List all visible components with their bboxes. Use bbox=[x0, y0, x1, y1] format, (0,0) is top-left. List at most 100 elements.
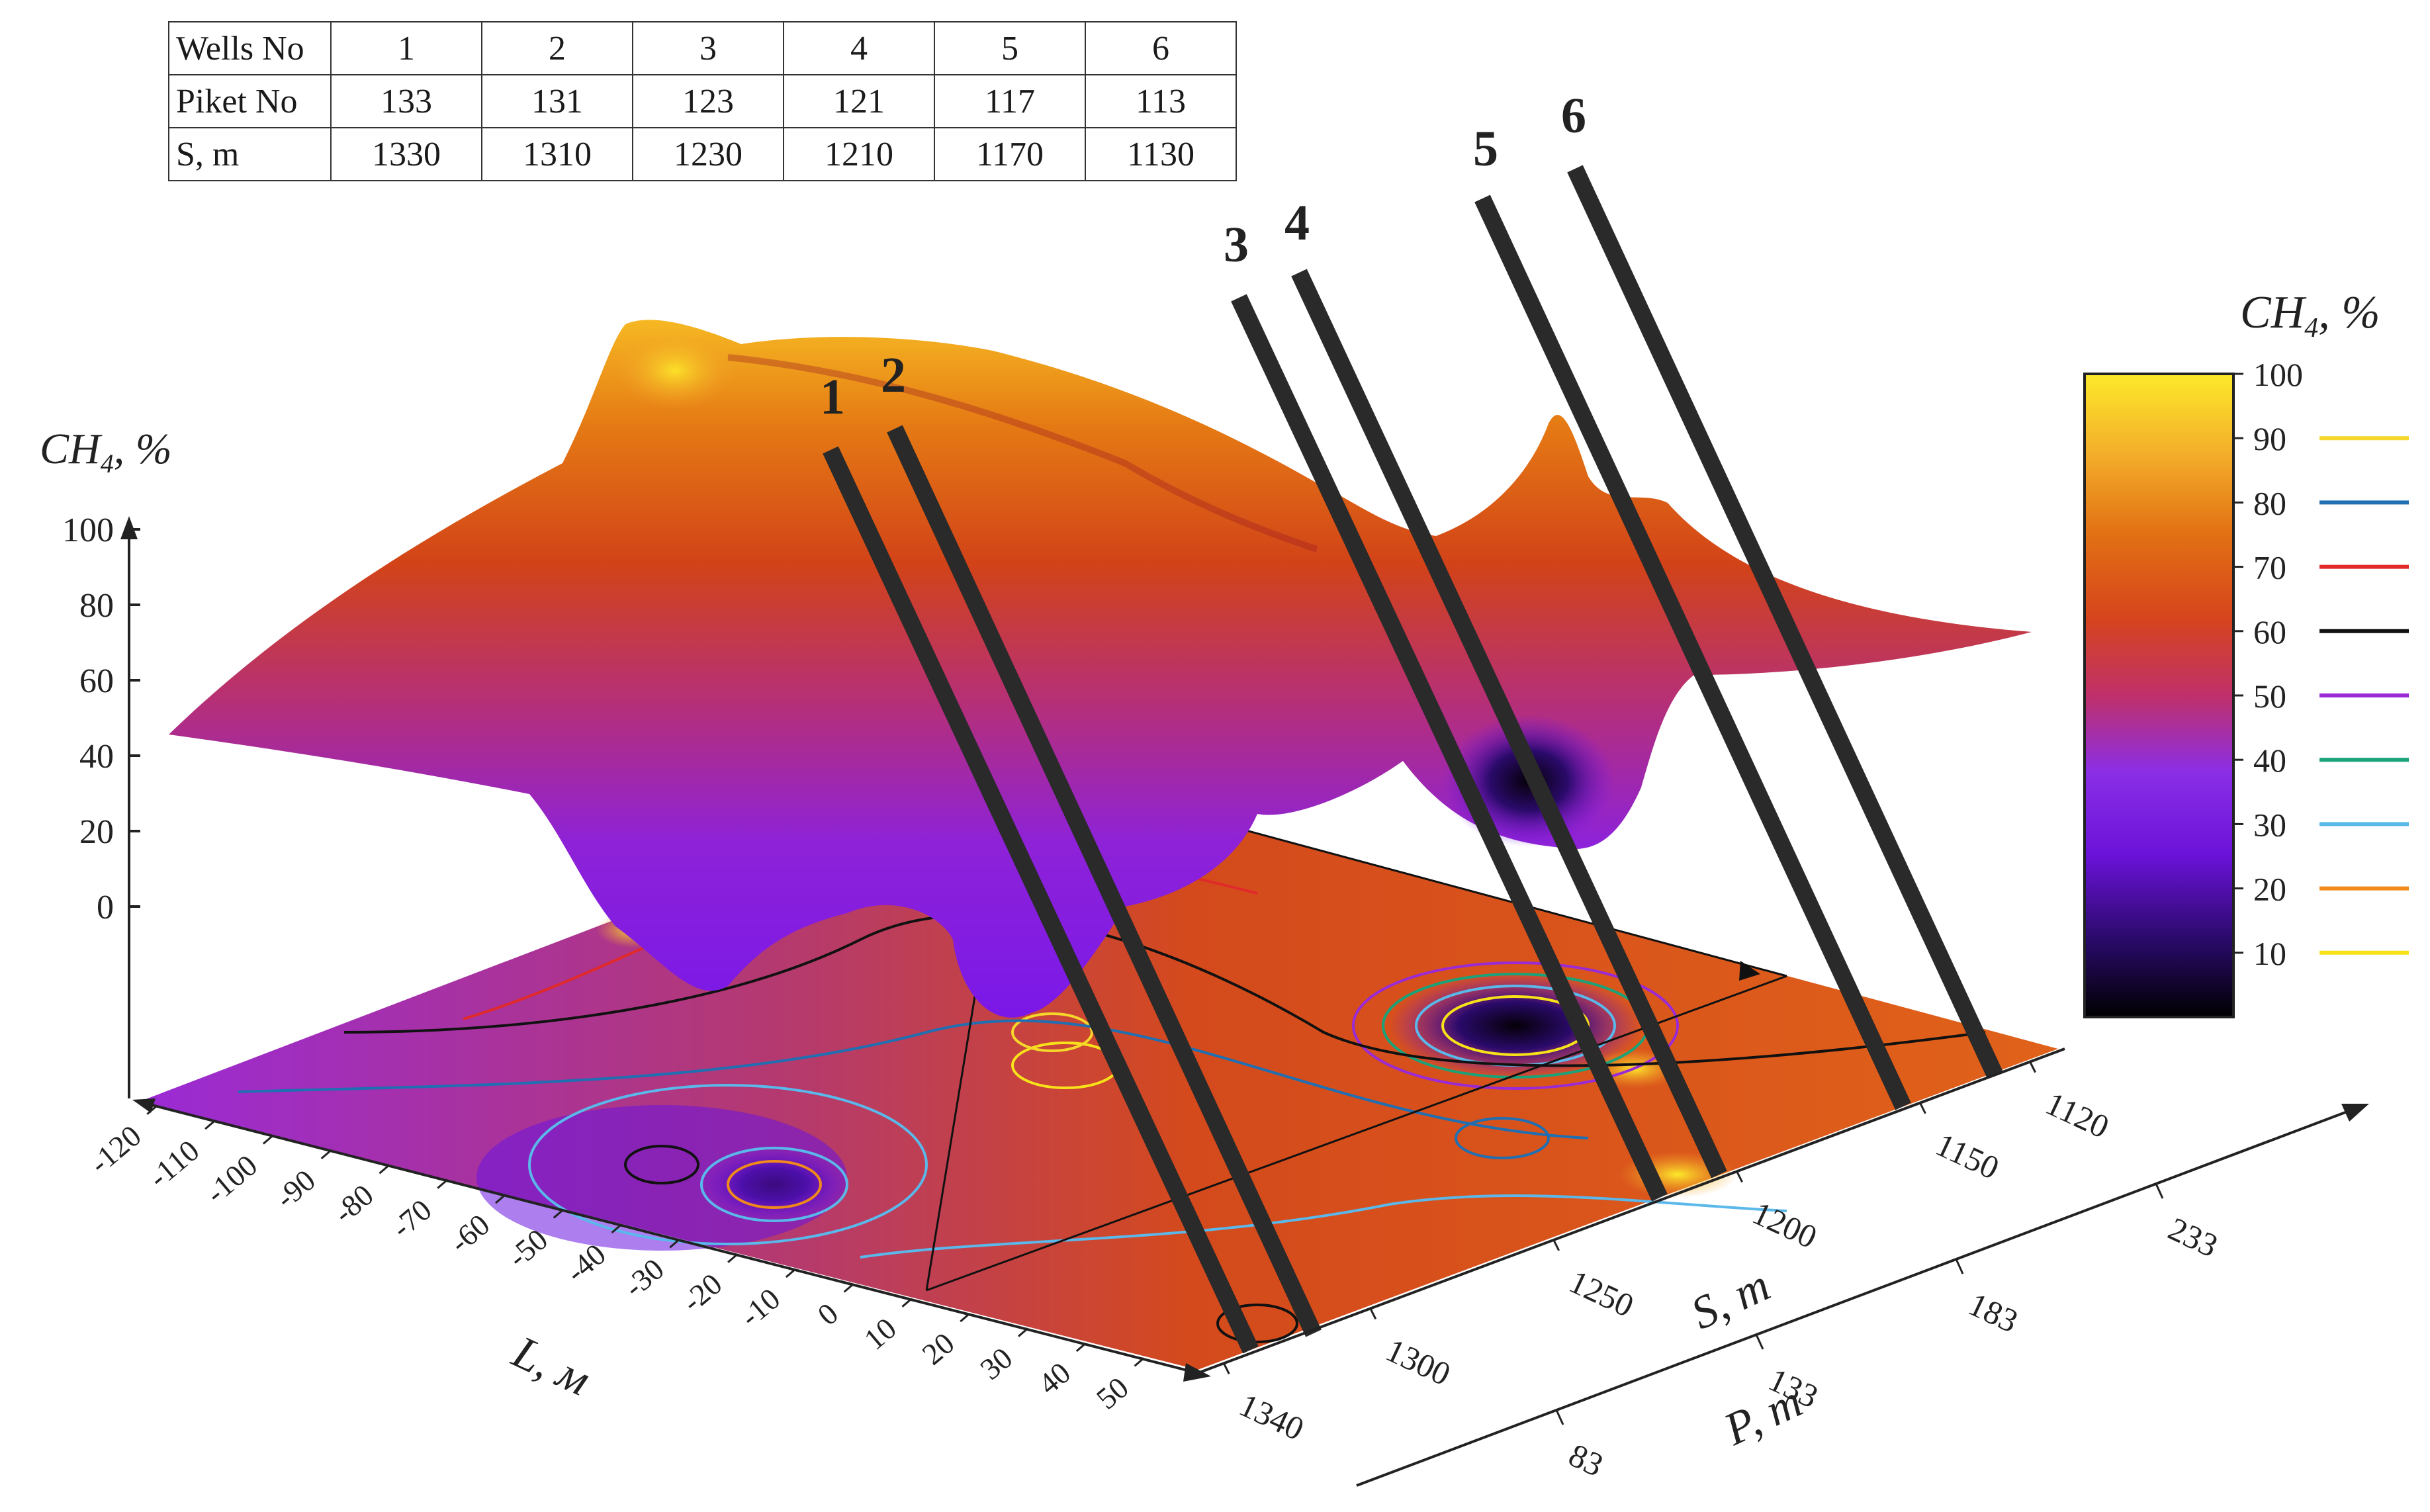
l-tick-mark bbox=[262, 1135, 273, 1145]
l-tick-label: 10 bbox=[858, 1311, 903, 1356]
colorbar-tick-label: 20 bbox=[2253, 871, 2286, 908]
well-line-3 bbox=[1231, 294, 1668, 1202]
l-axis-label: L, м bbox=[504, 1326, 598, 1405]
wells-table: Wells No 1 2 3 4 5 6 Piket No 133 131 123 121 117 113… bbox=[168, 21, 1237, 181]
table-cell: 123 bbox=[632, 74, 784, 128]
s-tick-label: 1340 bbox=[1234, 1386, 1310, 1448]
l-tick-mark bbox=[146, 1105, 158, 1115]
l-tick-mark bbox=[1075, 1342, 1087, 1353]
l-tick-label: -110 bbox=[142, 1134, 205, 1194]
surface-body bbox=[169, 320, 2032, 1018]
colorbar-tick-label: 40 bbox=[2253, 742, 2286, 779]
well-label-3: 3 bbox=[1224, 217, 1249, 273]
l-tick-mark bbox=[843, 1283, 854, 1293]
table-cell: 5 bbox=[934, 21, 1086, 75]
l-tick-mark bbox=[320, 1149, 332, 1160]
table-cell: 133 bbox=[330, 74, 482, 128]
table-cell: 113 bbox=[1085, 74, 1237, 128]
p-tick-label: 233 bbox=[2163, 1210, 2224, 1264]
colorbar-ticks: 100 90 80 70 60 50 40 30 20 10 bbox=[2233, 356, 2303, 972]
l-tick-label: -60 bbox=[443, 1208, 496, 1259]
l-tick-mark bbox=[204, 1120, 216, 1130]
table-row-label: S, m bbox=[168, 127, 332, 181]
s-axis-label: S, m bbox=[1684, 1260, 1778, 1340]
well-label-2: 2 bbox=[881, 347, 906, 403]
colorbar-tick-label: 100 bbox=[2253, 356, 2303, 393]
s-tick-mark bbox=[1552, 1239, 1560, 1251]
l-tick-label: -70 bbox=[385, 1192, 438, 1244]
well-label-5: 5 bbox=[1473, 121, 1498, 177]
l-tick-mark bbox=[785, 1268, 796, 1278]
table-cell: 1130 bbox=[1085, 127, 1237, 181]
p-tick-mark bbox=[1755, 1334, 1764, 1350]
p-tick-label: 83 bbox=[1563, 1436, 1609, 1484]
well-line-6 bbox=[1567, 165, 2003, 1079]
colorbar: CH4, % 100 90 80 70 60 50 40 30 20 10 bbox=[2083, 287, 2409, 1018]
l-tick-label: 0 bbox=[811, 1296, 844, 1332]
z-tick-label: 60 bbox=[79, 662, 114, 700]
s-tick-mark bbox=[1919, 1102, 1926, 1114]
table-row-label: Wells No bbox=[168, 21, 332, 75]
table-cell: 1210 bbox=[783, 127, 935, 181]
l-tick-label: -30 bbox=[617, 1252, 670, 1304]
z-tick-label: 100 bbox=[62, 511, 114, 549]
ch4-surface bbox=[169, 320, 2032, 1018]
floor-arrow bbox=[1739, 961, 1760, 981]
p-tick-mark bbox=[1555, 1409, 1564, 1425]
l-tick-mark bbox=[669, 1239, 680, 1249]
l-tick-label: 40 bbox=[1032, 1356, 1077, 1401]
l-tick-label: -100 bbox=[199, 1148, 263, 1210]
z-tick-label: 0 bbox=[97, 889, 114, 926]
z-tick-label: 40 bbox=[79, 738, 114, 776]
l-tick-label: -20 bbox=[676, 1267, 729, 1318]
s-tick-mark bbox=[2029, 1061, 2036, 1073]
s-tick-mark bbox=[1222, 1362, 1230, 1374]
well-label-6: 6 bbox=[1561, 88, 1586, 144]
colorbar-tick-label: 60 bbox=[2253, 613, 2286, 650]
s-tick-mark bbox=[1369, 1308, 1377, 1320]
l-tick-mark bbox=[553, 1209, 564, 1219]
well-line-4 bbox=[1291, 269, 1727, 1178]
wells bbox=[823, 165, 2003, 1354]
z-ticks: 100 80 60 40 20 0 bbox=[62, 511, 140, 926]
table-cell: 117 bbox=[934, 74, 1086, 128]
table-row: Wells No 1 2 3 4 5 6 bbox=[168, 21, 1237, 75]
table-cell: 1 bbox=[330, 21, 482, 75]
well-labels: 1 2 3 4 5 6 bbox=[820, 88, 1586, 425]
well-line-5 bbox=[1474, 195, 1911, 1110]
contour-floor bbox=[139, 766, 2058, 1370]
well-line-1 bbox=[823, 446, 1259, 1354]
well-label-1: 1 bbox=[820, 369, 845, 425]
table-cell: 6 bbox=[1085, 21, 1237, 75]
colorbar-tick-label: 10 bbox=[2253, 935, 2286, 972]
p-tick-mark bbox=[2155, 1183, 2164, 1199]
s-tick-label: 1200 bbox=[1747, 1194, 1822, 1256]
l-tick-mark bbox=[1018, 1327, 1028, 1337]
well-line-2 bbox=[887, 425, 1322, 1337]
l-tick-mark bbox=[901, 1298, 913, 1308]
table-row: S, m 1330 1310 1230 1210 1170 1130 bbox=[168, 127, 1237, 181]
l-tick-label: 20 bbox=[916, 1326, 961, 1372]
table-cell: 2 bbox=[481, 21, 633, 75]
table-row: Piket No 133 131 123 121 117 113 bbox=[168, 74, 1237, 128]
table-cell: 131 bbox=[481, 74, 633, 128]
table-cell: 1170 bbox=[934, 127, 1086, 181]
l-tick-label: -80 bbox=[327, 1178, 380, 1229]
l-tick-mark bbox=[1134, 1357, 1145, 1367]
colorbar-tick-label: 90 bbox=[2253, 420, 2286, 457]
colorbar-tick-label: 30 bbox=[2253, 806, 2286, 843]
l-tick-mark bbox=[960, 1313, 971, 1323]
table-cell: 1330 bbox=[330, 127, 482, 181]
l-tick-mark bbox=[495, 1194, 506, 1204]
colorbar-gradient bbox=[2083, 373, 2235, 1018]
l-tick-label: -120 bbox=[83, 1118, 147, 1180]
well-label-4: 4 bbox=[1284, 195, 1310, 251]
z-tick-label: 20 bbox=[79, 813, 114, 851]
contour-legend bbox=[2319, 436, 2409, 955]
z-tick-label: 80 bbox=[79, 587, 114, 625]
table-cell: 3 bbox=[632, 21, 784, 75]
s-tick-label: 1120 bbox=[2040, 1085, 2115, 1145]
table-cell: 1230 bbox=[632, 127, 784, 181]
l-tick-mark bbox=[727, 1253, 739, 1263]
